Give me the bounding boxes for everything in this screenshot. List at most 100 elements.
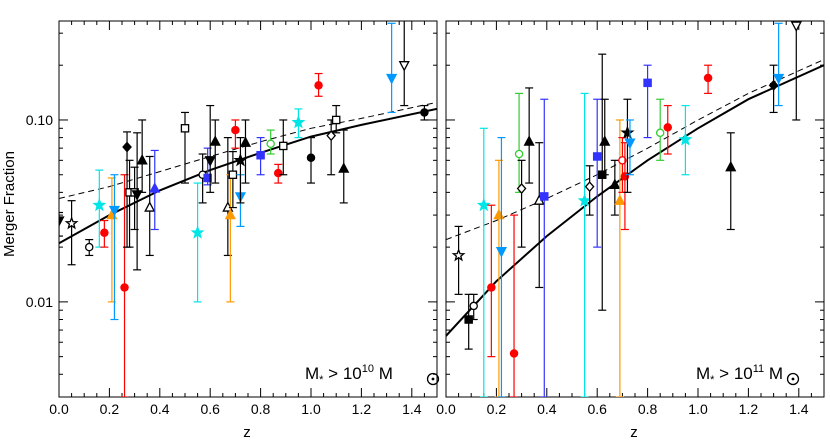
left-mass-symbol: M <box>305 364 319 383</box>
right-data-point <box>663 104 673 155</box>
left-data-point <box>64 200 79 266</box>
right-data-point <box>678 104 693 176</box>
triangle-up-marker <box>144 201 156 212</box>
circle-marker <box>487 283 496 292</box>
right-data-point <box>618 137 627 193</box>
left-data-point <box>84 238 94 257</box>
left-data-point <box>256 137 265 176</box>
left-data-point <box>120 174 129 397</box>
left-data-point <box>180 111 190 184</box>
triangle-up-marker <box>224 208 236 220</box>
right-data-point <box>509 214 519 397</box>
left-data-point <box>131 132 143 271</box>
left-data-point <box>239 119 252 184</box>
right-data-point <box>495 137 508 397</box>
left-solid-fit-line <box>59 107 437 245</box>
right-data-point <box>768 64 779 114</box>
circle-marker <box>273 168 283 178</box>
left-data-point <box>190 182 205 303</box>
right-x-tick-label: 0.0 <box>436 401 456 417</box>
circle-marker <box>509 349 519 358</box>
diamond-marker <box>516 183 527 194</box>
right-data-point <box>655 98 665 161</box>
left-data-point <box>386 22 398 114</box>
right-data-point <box>790 21 802 121</box>
left-data-point <box>314 72 323 97</box>
left-data-point <box>233 137 248 204</box>
left-data-point <box>326 119 337 176</box>
right-mass-exponent: 11 <box>753 363 764 375</box>
left-mass-threshold-label: M* > 1010 M <box>305 363 393 386</box>
left-data-point <box>398 21 410 107</box>
left-x-tick-label: 0.2 <box>100 401 120 417</box>
right-mass-relation: > 10 <box>714 364 752 383</box>
left-data-point <box>59 211 65 237</box>
right-data-point <box>599 98 611 176</box>
left-sun-symbol <box>426 372 440 386</box>
right-data-point <box>540 98 549 397</box>
left-data-layer <box>59 21 437 397</box>
left-data-point <box>273 163 283 184</box>
right-data-point <box>577 92 592 397</box>
right-sun-symbol <box>786 372 800 386</box>
circle-marker <box>420 108 429 117</box>
right-data-point <box>773 22 785 107</box>
right-mass-unit: M <box>764 364 783 383</box>
triangle-down-marker <box>624 138 636 150</box>
left-x-axis-label: z <box>243 424 251 441</box>
left-x-tick-label: 1.0 <box>301 401 321 417</box>
right-mass-symbol: M <box>696 364 710 383</box>
left-data-point <box>144 155 156 257</box>
right-data-point <box>725 132 737 231</box>
right-data-point <box>523 87 535 184</box>
left-mass-relation: > 10 <box>323 364 361 383</box>
square-marker <box>592 152 602 161</box>
triangle-up-marker <box>599 135 611 146</box>
square-marker <box>180 124 190 133</box>
star-marker <box>291 115 306 129</box>
left-data-point <box>204 104 216 193</box>
star-marker <box>678 132 693 146</box>
left-x-tick-label: 1.4 <box>402 401 422 417</box>
right-dashed-fit-line <box>446 59 824 241</box>
triangle-down-marker <box>131 190 143 201</box>
right-x-tick-label: 1.2 <box>739 401 759 417</box>
right-panel: 0.0 0.2 0.4 0.6 0.8 1.0 1.2 1.4 z M* > 1011 M <box>436 20 825 441</box>
circle-marker <box>655 128 665 138</box>
square-marker <box>203 173 212 183</box>
triangle-down-marker <box>108 205 121 217</box>
triangle-up-marker <box>338 162 350 173</box>
left-data-point <box>100 219 109 248</box>
triangle-up-marker <box>209 135 221 146</box>
left-data-point <box>224 174 236 303</box>
square-marker <box>256 150 265 160</box>
star-marker <box>577 193 592 207</box>
left-mass-unit: M <box>374 364 393 383</box>
triangle-up-marker <box>614 194 626 205</box>
triangle-up-marker <box>609 178 621 189</box>
right-solid-fit-line <box>446 64 824 337</box>
right-x-tick-label: 1.0 <box>688 401 708 417</box>
left-mass-exponent: 10 <box>362 363 374 375</box>
left-x-tick-label: 0.4 <box>150 401 170 417</box>
y-axis-label: Merger Fraction <box>1 151 18 257</box>
triangle-up-marker <box>136 153 148 165</box>
square-marker <box>331 115 341 125</box>
left-data-point <box>420 104 429 121</box>
left-plot-area: 0.0 0.2 0.4 0.6 0.8 1.0 1.2 1.4 0.01 0.10 <box>26 20 438 417</box>
left-data-point <box>149 149 161 231</box>
square-marker <box>540 192 549 201</box>
right-x-tick-label: 1.4 <box>789 401 809 417</box>
left-data-point <box>331 104 341 134</box>
right-data-point <box>584 165 595 216</box>
triangle-down-marker <box>773 73 785 85</box>
right-data-point <box>592 98 602 248</box>
triangle-up-marker <box>493 208 505 220</box>
left-data-point <box>306 137 316 184</box>
left-data-point <box>136 119 148 193</box>
left-data-point <box>108 174 121 321</box>
right-x-tick-label: 0.8 <box>638 401 658 417</box>
right-data-layer <box>446 21 824 397</box>
circle-marker <box>514 149 524 159</box>
